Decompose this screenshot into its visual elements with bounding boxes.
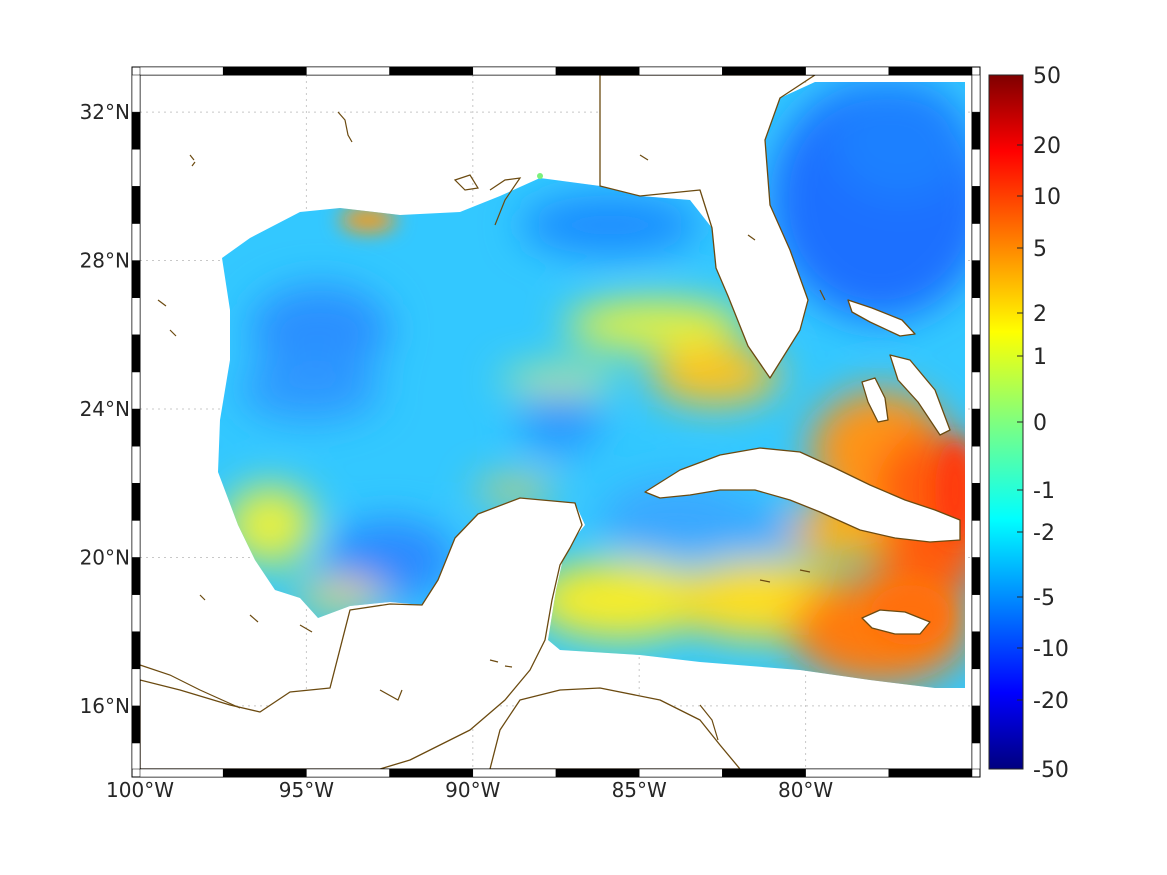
frame-segment [131,371,141,410]
frame-segment [306,768,390,778]
grand-bahama [847,299,916,337]
frame-segment [131,705,141,744]
lon-tick-label: 95°W [279,778,334,802]
lat-tick-label: 28°N [80,249,130,273]
frame-segment [131,297,141,336]
lon-tick-label: 80°W [778,778,833,802]
frame-segment [805,66,890,76]
frame-segment [131,557,141,595]
frame-segment [722,768,806,778]
frame-segment [971,408,981,447]
frame-segment [222,768,307,778]
frame-segment [722,66,806,76]
frame-segment [131,334,141,373]
colorbar-tick-label: 5 [1033,237,1047,262]
frame-segment [131,594,141,632]
frame-segment [888,66,973,76]
frame-segment [971,186,981,224]
frame-segment [888,768,973,778]
anomaly-field [218,82,965,688]
colorbar-tick-label: 2 [1033,302,1047,327]
colorbar-tick-label: 50 [1033,64,1061,89]
frame-segment [131,186,141,224]
frame-segment [131,408,141,447]
frame-segment [131,668,141,707]
frame-segment [131,631,141,670]
frame-segment [971,371,981,410]
frame-segment [389,66,474,76]
frame-segment [971,148,981,187]
colorbar-tick-label: 10 [1033,185,1061,210]
colorbar-tick-label: 20 [1033,134,1061,159]
frame-segment [472,768,557,778]
frame-segment [805,768,890,778]
marker-dot [537,173,543,179]
frame-segment [131,445,141,484]
colorbar-tick-label: -10 [1033,637,1069,662]
colorbar-tick-label: -2 [1033,521,1055,546]
lat-tick-label: 32°N [80,100,130,124]
colorbar-tick-label: 0 [1033,411,1047,436]
frame-segment [139,768,224,778]
cuba [644,447,961,543]
colorbar-tick-label: -50 [1033,758,1069,783]
frame-segment [389,768,474,778]
frame-segment [131,111,141,150]
frame-segment [971,557,981,595]
central-america [489,687,741,769]
frame-segment [971,445,981,484]
frame-segment [306,66,390,76]
frame-segment [131,148,141,187]
longitude-tick-labels: 100°W 95°W 90°W 85°W 80°W [106,778,833,802]
yucatan-peninsula [140,497,583,769]
frame-segment [971,742,981,770]
frame-segment [638,66,723,76]
bahamas-bank [889,354,951,436]
lat-tick-label: 20°N [80,545,130,569]
frame-segment [971,631,981,670]
frame-segment [555,66,640,76]
andros-island [861,377,889,423]
colorbar-tick-label: -1 [1033,479,1055,504]
frame-segment [971,111,981,150]
frame-segment [971,74,981,113]
lon-tick-label: 100°W [106,778,174,802]
frame-segment [971,297,981,336]
colorbar-tick-label: -5 [1033,586,1055,611]
frame-segment [971,260,981,298]
frame-segment [971,705,981,744]
frame-segment [971,520,981,558]
frame-segment [131,260,141,298]
frame-segment [131,520,141,558]
frame-segment [555,768,640,778]
latitude-tick-labels: 16°N 20°N 24°N 28°N 32°N [80,100,130,718]
colorbar-tick-label: 1 [1033,345,1047,370]
coastline-details [139,111,826,741]
land-masses [140,75,961,769]
frame-segment [971,482,981,521]
map-frame [131,66,981,778]
jamaica [861,609,931,635]
frame-segment [971,223,981,261]
frame-segment [131,223,141,261]
frame-segment [971,668,981,707]
lat-tick-label: 24°N [80,397,130,421]
frame-segment [131,742,141,770]
frame-segment [971,334,981,373]
colorbar-tick-label: -20 [1033,689,1069,714]
lat-tick-label: 16°N [80,694,130,718]
frame-segment [131,74,141,113]
frame-segment [638,768,723,778]
frame-segment [139,66,224,76]
frame-segment [971,594,981,632]
frame-segment [131,482,141,521]
frame-segment [222,66,307,76]
frame-segment [472,66,557,76]
lon-tick-label: 85°W [612,778,667,802]
lon-tick-label: 90°W [445,778,500,802]
florida-peninsula [599,75,816,379]
